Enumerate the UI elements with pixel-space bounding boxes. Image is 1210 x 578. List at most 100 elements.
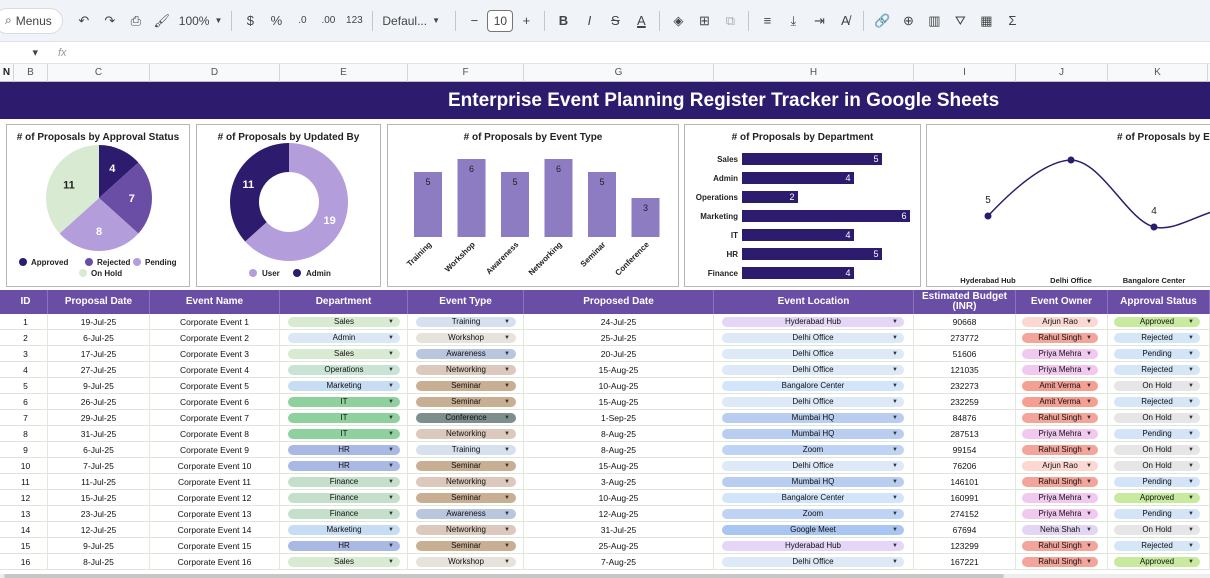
cell-estimated-budget[interactable]: 273772: [914, 330, 1016, 346]
cell-event-type[interactable]: Seminar ▼: [408, 538, 524, 554]
print-icon[interactable]: ⎙: [130, 12, 141, 28]
column-header-e[interactable]: E: [280, 64, 408, 82]
column-header-d[interactable]: D: [150, 64, 280, 82]
cell-proposed-date[interactable]: 31-Jul-25: [524, 522, 714, 538]
cell-proposed-date[interactable]: 15-Aug-25: [524, 394, 714, 410]
chevron-down-icon[interactable]: ▼: [388, 383, 394, 389]
chevron-down-icon[interactable]: ▼: [504, 383, 510, 389]
event-location-chip[interactable]: Hyderabad Hub ▼: [722, 541, 904, 551]
cell-id[interactable]: 13: [4, 506, 48, 522]
cell-approval-status[interactable]: On Hold ▼: [1108, 522, 1210, 538]
cell-department[interactable]: Finance ▼: [280, 506, 408, 522]
chart-event-type[interactable]: # of Proposals by Event Type 5 Training 6 W…: [387, 124, 679, 287]
department-chip[interactable]: Finance ▼: [288, 477, 400, 487]
cell-id[interactable]: 6: [4, 394, 48, 410]
table-row[interactable]: 8 31-Jul-25 Corporate Event 8 IT ▼ Networking…: [0, 426, 1210, 442]
cell-approval-status[interactable]: Rejected ▼: [1108, 330, 1210, 346]
horizontal-scrollbar[interactable]: [0, 574, 1210, 578]
chevron-down-icon[interactable]: ▼: [1086, 383, 1092, 389]
chevron-down-icon[interactable]: ▼: [892, 511, 898, 517]
cell-proposed-date[interactable]: 7-Aug-25: [524, 554, 714, 570]
approval-status-chip[interactable]: On Hold ▼: [1114, 525, 1200, 535]
cell-event-location[interactable]: Delhi Office ▼: [714, 554, 914, 570]
cell-event-location[interactable]: Mumbai HQ ▼: [714, 410, 914, 426]
event-location-chip[interactable]: Google Meet ▼: [722, 525, 904, 535]
chevron-down-icon[interactable]: ▼: [1188, 463, 1194, 469]
cell-estimated-budget[interactable]: 51606: [914, 346, 1016, 362]
cell-event-owner[interactable]: Priya Mehra ▼: [1016, 506, 1108, 522]
cell-estimated-budget[interactable]: 76206: [914, 458, 1016, 474]
department-chip[interactable]: Finance ▼: [288, 493, 400, 503]
cell-estimated-budget[interactable]: 232259: [914, 394, 1016, 410]
header-proposed-date[interactable]: Proposed Date: [524, 290, 714, 314]
cell-estimated-budget[interactable]: 67694: [914, 522, 1016, 538]
table-row[interactable]: 13 23-Jul-25 Corporate Event 13 Finance ▼ Awa…: [0, 506, 1210, 522]
paint-format-icon[interactable]: 🖌: [153, 12, 171, 28]
cell-id[interactable]: 3: [4, 346, 48, 362]
chevron-down-icon[interactable]: ▼: [504, 495, 510, 501]
chart-department[interactable]: # of Proposals by Department Sales 5 Admin…: [684, 124, 921, 287]
cell-event-name[interactable]: Corporate Event 7: [150, 410, 280, 426]
cell-approval-status[interactable]: On Hold ▼: [1108, 458, 1210, 474]
cell-proposed-date[interactable]: 15-Aug-25: [524, 362, 714, 378]
chevron-down-icon[interactable]: ▼: [1086, 447, 1092, 453]
chevron-down-icon[interactable]: ▼: [504, 479, 510, 485]
chevron-down-icon[interactable]: ▼: [1086, 527, 1092, 533]
cell-event-owner[interactable]: Priya Mehra ▼: [1016, 346, 1108, 362]
chevron-down-icon[interactable]: ▼: [504, 527, 510, 533]
cell-proposed-date[interactable]: 25-Jul-25: [524, 330, 714, 346]
chart-event-location[interactable]: # of Proposals by Eve 5 Hyderabad Hub Delh…: [926, 124, 1210, 287]
cell-id[interactable]: 9: [4, 442, 48, 458]
decrease-decimal-button[interactable]: .0: [298, 15, 307, 26]
event-type-chip[interactable]: Conference ▼: [416, 413, 516, 423]
chevron-down-icon[interactable]: ▼: [388, 367, 394, 373]
approval-status-chip[interactable]: Pending ▼: [1114, 429, 1200, 439]
chevron-down-icon[interactable]: ▼: [504, 367, 510, 373]
font-size-increase-button[interactable]: +: [522, 13, 531, 28]
cell-approval-status[interactable]: On Hold ▼: [1108, 378, 1210, 394]
cell-id[interactable]: 10: [4, 458, 48, 474]
cell-approval-status[interactable]: Pending ▼: [1108, 426, 1210, 442]
approval-status-chip[interactable]: Rejected ▼: [1114, 397, 1200, 407]
chevron-down-icon[interactable]: ▼: [388, 335, 394, 341]
scrollbar-thumb[interactable]: [4, 574, 1004, 578]
cell-proposal-date[interactable]: 23-Jul-25: [48, 506, 150, 522]
chevron-down-icon[interactable]: ▼: [892, 319, 898, 325]
chevron-down-icon[interactable]: ▼: [1188, 319, 1194, 325]
cell-event-location[interactable]: Google Meet ▼: [714, 522, 914, 538]
event-type-chip[interactable]: Networking ▼: [416, 525, 516, 535]
cell-event-name[interactable]: Corporate Event 5: [150, 378, 280, 394]
cell-proposed-date[interactable]: 1-Sep-25: [524, 410, 714, 426]
chevron-down-icon[interactable]: ▼: [388, 431, 394, 437]
chevron-down-icon[interactable]: ▼: [504, 319, 510, 325]
cell-event-type[interactable]: Training ▼: [408, 314, 524, 330]
cell-department[interactable]: Admin ▼: [280, 330, 408, 346]
chevron-down-icon[interactable]: ▼: [892, 415, 898, 421]
cell-event-location[interactable]: Delhi Office ▼: [714, 458, 914, 474]
column-header-f[interactable]: F: [408, 64, 524, 82]
cell-approval-status[interactable]: Pending ▼: [1108, 346, 1210, 362]
event-location-chip[interactable]: Bangalore Center ▼: [722, 493, 904, 503]
chevron-down-icon[interactable]: ▼: [1086, 399, 1092, 405]
chevron-down-icon[interactable]: ▼: [1086, 415, 1092, 421]
event-type-chip[interactable]: Seminar ▼: [416, 381, 516, 391]
chevron-down-icon[interactable]: ▼: [504, 335, 510, 341]
table-row[interactable]: 15 9-Jul-25 Corporate Event 15 HR ▼ Seminar ▼ 2…: [0, 538, 1210, 554]
chevron-down-icon[interactable]: ▼: [892, 527, 898, 533]
event-owner-chip[interactable]: Amit Verma ▼: [1022, 381, 1098, 391]
chevron-down-icon[interactable]: ▼: [1086, 559, 1092, 565]
chevron-down-icon[interactable]: ▼: [892, 479, 898, 485]
chevron-down-icon[interactable]: ▼: [388, 463, 394, 469]
cell-approval-status[interactable]: Approved ▼: [1108, 554, 1210, 570]
cell-id[interactable]: 7: [4, 410, 48, 426]
event-location-chip[interactable]: Delhi Office ▼: [722, 397, 904, 407]
event-location-chip[interactable]: Delhi Office ▼: [722, 349, 904, 359]
cell-event-name[interactable]: Corporate Event 4: [150, 362, 280, 378]
cell-id[interactable]: 5: [4, 378, 48, 394]
cell-estimated-budget[interactable]: 121035: [914, 362, 1016, 378]
cell-event-name[interactable]: Corporate Event 13: [150, 506, 280, 522]
column-header-h[interactable]: H: [714, 64, 914, 82]
cell-approval-status[interactable]: Pending ▼: [1108, 474, 1210, 490]
filter-views-icon[interactable]: ▦: [980, 12, 993, 28]
fill-color-icon[interactable]: ◈: [673, 12, 684, 28]
